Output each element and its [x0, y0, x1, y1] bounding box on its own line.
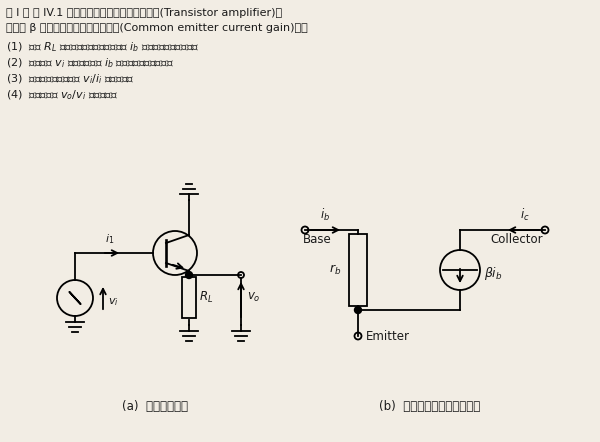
- Text: (b)  トランジスタ交流等価回: (b) トランジスタ交流等価回: [379, 400, 481, 413]
- Circle shape: [185, 271, 193, 278]
- Bar: [349, 234, 367, 306]
- Text: (4)  電圧増幅率 $v_o$/$v_i$ を求めよ。: (4) 電圧増幅率 $v_o$/$v_i$ を求めよ。: [6, 88, 118, 102]
- Text: Base: Base: [303, 233, 332, 246]
- Text: (a)  交流成分回路: (a) 交流成分回路: [122, 400, 188, 413]
- Text: $i_1$: $i_1$: [106, 232, 115, 246]
- Text: $i_b$: $i_b$: [320, 207, 330, 223]
- Text: $r_b$: $r_b$: [329, 263, 341, 277]
- Text: $R_L$: $R_L$: [199, 290, 213, 305]
- Text: $v_o$: $v_o$: [247, 291, 260, 304]
- Text: Emitter: Emitter: [366, 331, 410, 343]
- Text: (3)  増幅回路の入力抗抗 $v_i$/$i_i$ を求めよ。: (3) 増幅回路の入力抗抗 $v_i$/$i_i$ を求めよ。: [6, 72, 134, 86]
- Text: だし， β はエミッタ接地電流増幅率(Common emitter current gain)であ: だし， β はエミッタ接地電流増幅率(Common emitter curren…: [6, 23, 308, 33]
- Text: $i_c$: $i_c$: [520, 207, 530, 223]
- Text: ［ Ⅰ ］ 図 IV.1 にトランジスタ小信号増幅回路(Transistor amplifier)を: ［ Ⅰ ］ 図 IV.1 にトランジスタ小信号増幅回路(Transistor a…: [6, 8, 282, 18]
- Text: $\beta i_b$: $\beta i_b$: [484, 266, 503, 282]
- Text: $v_i$: $v_i$: [108, 296, 119, 308]
- Text: (2)  入力電圧 $v_i$ をベース電流 $i_b$ の関数として求めよ。: (2) 入力電圧 $v_i$ をベース電流 $i_b$ の関数として求めよ。: [6, 56, 174, 69]
- Circle shape: [355, 306, 361, 313]
- Text: (1)  抗抗 $R_L$ に流れる電流をベース電流 $i_b$ の関数として求めよ。: (1) 抗抗 $R_L$ に流れる電流をベース電流 $i_b$ の関数として求め…: [6, 40, 199, 53]
- Text: Collector: Collector: [490, 233, 543, 246]
- Bar: [182, 277, 196, 318]
